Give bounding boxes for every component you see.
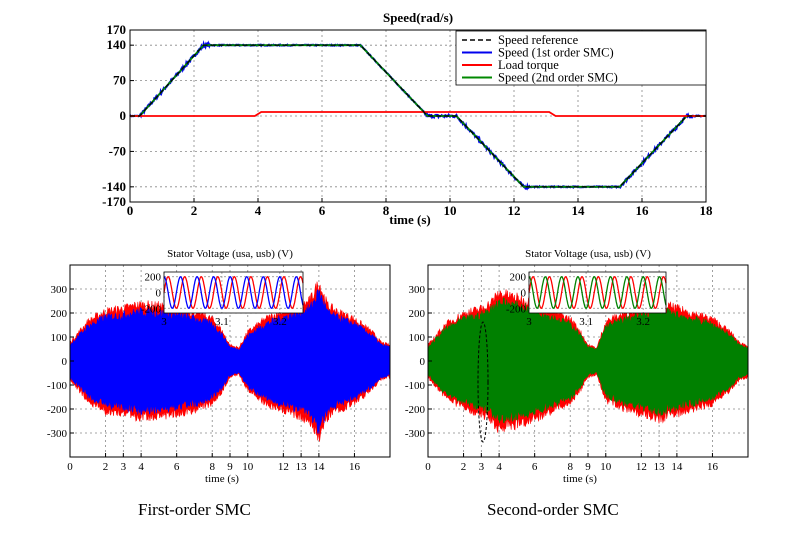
voltage-second-xtick-label: 12 [636,461,647,473]
voltage-second-xtick-label: 9 [585,461,591,473]
speed-xlabel: time (s) [389,212,431,227]
voltage-first-ytick-label: 100 [51,332,68,344]
voltage-second-xtick-label: 8 [567,461,573,473]
voltage-second-xtick-label: 13 [654,461,666,473]
voltage-second-xlabel: time (s) [563,473,597,485]
voltage-second-title: Stator Voltage (usa, usb) (V) [525,248,651,260]
voltage-first-xtick-label: 4 [138,461,144,473]
voltage-second-inset-wave-0 [528,275,667,310]
voltage-second-ytick-label: 300 [409,284,426,296]
voltage-second-inset-wave-1 [528,275,667,310]
speed-xtick-label: 0 [127,203,134,218]
caption-second-order: Second-order SMC [487,500,619,519]
voltage-first-xtick-label: 13 [296,461,308,473]
voltage-second-xtick-label: 16 [707,461,719,473]
speed-legend-box [455,30,707,86]
speed-ytick-label: -170 [102,194,126,209]
voltage-second-inset-xtick-label: 3.2 [636,316,650,328]
speed-xtick-label: 8 [383,203,390,218]
voltage-second-inset-ytick-label: 200 [510,272,527,284]
voltage-first-xtick-label: 6 [174,461,180,473]
voltage-second-ytick-label: 0 [420,356,426,368]
voltage-first-xtick-label: 14 [313,461,325,473]
speed-series-2 [130,111,706,117]
voltage-first-inset-xtick-label: 3.2 [273,316,287,328]
voltage-first-inset-ytick-label: 200 [145,272,162,284]
voltage-first-xtick-label: 0 [67,461,73,473]
voltage-first-inset-xtick-label: 3 [161,316,167,328]
speed-ytick-label: -70 [109,143,126,158]
voltage-first-title: Stator Voltage (usa, usb) (V) [167,248,293,260]
voltage-first-xlabel: time (s) [205,473,239,485]
speed-xtick-label: 18 [700,203,714,218]
voltage-first-inset-wave-0 [163,275,304,310]
voltage-second-xtick-label: 6 [532,461,538,473]
voltage-second-xtick-label: 4 [496,461,502,473]
voltage-first-ytick-label: -200 [47,404,68,416]
speed-series-0 [130,44,706,188]
speed-xtick-label: 14 [572,203,586,218]
voltage-first-inset-wave-1 [163,275,304,310]
voltage-first-ytick-label: -300 [47,428,68,440]
speed-xtick-label: 10 [444,203,457,218]
speed-legend-label: Speed reference [498,33,579,47]
speed-xtick-label: 4 [255,203,262,218]
voltage-first-inset-xtick-label: 3.1 [215,316,229,328]
voltage-first-xtick-label: 16 [349,461,361,473]
voltage-second-xtick-label: 2 [461,461,467,473]
voltage-first-xtick-label: 9 [227,461,233,473]
speed-ytick-label: 140 [107,37,127,52]
voltage-second-xtick-label: 14 [671,461,683,473]
voltage-second-ytick-label: -300 [405,428,426,440]
speed-xtick-label: 12 [508,203,521,218]
voltage-first-inset-ytick-label: -200 [141,303,162,315]
caption-first-order: First-order SMC [138,500,251,519]
voltage-first-xtick-label: 12 [278,461,289,473]
speed-ytick-label: 170 [107,22,127,37]
voltage-second-xtick-label: 3 [479,461,485,473]
voltage-second-inset-ytick-label: 0 [521,288,527,300]
speed-legend-label: Speed (2nd order SMC) [498,71,618,85]
voltage-first-xtick-label: 3 [121,461,127,473]
voltage-second-ytick-label: -100 [405,380,426,392]
voltage-first-ytick-label: 300 [51,284,68,296]
highlight-ellipse [477,321,489,443]
voltage-first-ytick-label: -100 [47,380,68,392]
speed-xtick-label: 16 [636,203,650,218]
speed-title: Speed(rad/s) [383,10,453,25]
stator-voltage-first-order-plot: 0 2 3 4 6 8 9 10 12 13 14 16-300-200-1000100200300S… [47,248,391,485]
speed-legend-label: Speed (1st order SMC) [498,46,614,60]
speed-ytick-label: 0 [120,108,127,123]
speed-ytick-label: 70 [113,73,126,88]
speed-xtick-label: 2 [191,203,198,218]
speed-ytick-label: -140 [102,179,126,194]
voltage-first-ytick-label: 200 [51,308,68,320]
voltage-first-xtick-label: 10 [242,461,254,473]
voltage-second-inset-ytick-label: -200 [506,303,527,315]
speed-xtick-label: 6 [319,203,326,218]
voltage-first-inset-frame [163,271,304,314]
voltage-second-xtick-label: 10 [600,461,612,473]
voltage-second-inset-xtick-label: 3.1 [579,316,593,328]
voltage-second-ytick-label: -200 [405,404,426,416]
speed-legend-label: Load torque [498,58,559,72]
voltage-first-xtick-label: 2 [103,461,109,473]
stator-voltage-second-order-plot: 0 2 3 4 6 8 9 10 12 13 14 16-300-200-1000100200300S… [405,248,749,485]
voltage-second-ytick-label: 200 [409,308,426,320]
voltage-second-inset-frame [528,271,667,314]
voltage-first-ytick-label: 0 [62,356,68,368]
voltage-first-xtick-label: 8 [209,461,215,473]
voltage-second-inset-xtick-label: 3 [526,316,532,328]
voltage-first-inset-ytick-label: 0 [156,288,162,300]
voltage-second-xtick-label: 0 [425,461,431,473]
voltage-second-ytick-label: 100 [409,332,426,344]
